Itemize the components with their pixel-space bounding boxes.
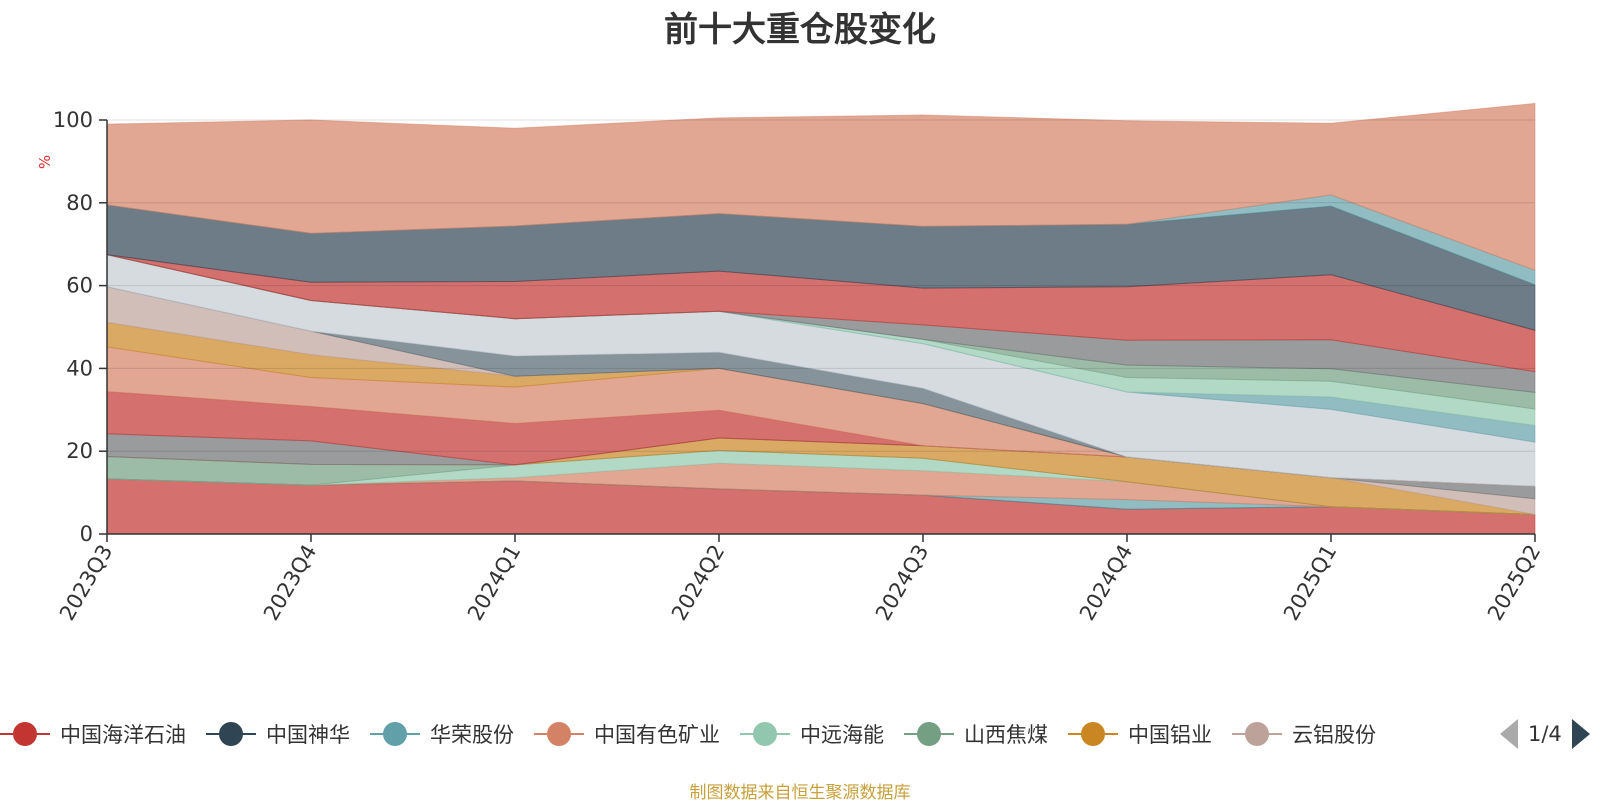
legend-label: 中国海洋石油: [60, 723, 186, 747]
legend-prev-icon[interactable]: [1500, 719, 1518, 749]
x-tick-label: 2023Q4: [259, 541, 321, 625]
y-tick-label: 60: [66, 274, 93, 298]
legend-item[interactable]: 中国神华: [206, 712, 350, 756]
source-note: 制图数据来自恒生聚源数据库: [689, 783, 911, 803]
grid-layer: [107, 119, 1535, 452]
legend-item[interactable]: 云铝股份: [1232, 712, 1376, 756]
legend-marker-icon: [904, 719, 954, 749]
legend: 中国海洋石油 中国神华 华荣股份 中国有色矿业 中远海能 山西焦煤 中国铝业 云铝股份: [0, 712, 1490, 756]
legend-label: 中远海能: [800, 723, 884, 747]
legend-item[interactable]: 中国铝业: [1068, 712, 1212, 756]
legend-label: 云铝股份: [1292, 723, 1376, 747]
legend-marker-icon: [740, 719, 790, 749]
y-axis-label: %: [36, 155, 54, 169]
area-layer: [106, 102, 1536, 535]
legend-label: 中国铝业: [1128, 723, 1212, 747]
y-tick-label: 20: [66, 439, 93, 463]
legend-pager: 1/4: [1500, 718, 1590, 750]
legend-page-indicator: 1/4: [1528, 722, 1562, 746]
chart-title: 前十大重仓股变化: [664, 10, 936, 50]
y-tick-label: 0: [80, 522, 93, 546]
y-tick-label: 80: [66, 191, 93, 215]
legend-marker-icon: [534, 719, 584, 749]
y-tick-label: 40: [66, 356, 93, 380]
x-tick-label: 2024Q2: [667, 541, 729, 625]
y-tick-label: 100: [53, 108, 93, 132]
legend-item[interactable]: 中国海洋石油: [0, 712, 186, 756]
legend-marker-icon: [0, 719, 50, 749]
legend-label: 华荣股份: [430, 723, 514, 747]
legend-label: 中国有色矿业: [594, 723, 720, 747]
legend-item[interactable]: 中远海能: [740, 712, 884, 756]
legend-next-icon[interactable]: [1571, 719, 1590, 749]
x-tick-label: 2023Q3: [55, 541, 117, 625]
legend-label: 山西焦煤: [964, 723, 1048, 747]
legend-marker-icon: [370, 719, 420, 749]
legend-item[interactable]: 山西焦煤: [904, 712, 1048, 756]
x-tick-label: 2025Q1: [1279, 541, 1341, 625]
x-tick-label: 2025Q2: [1483, 541, 1545, 625]
x-tick-label: 2024Q3: [871, 541, 933, 625]
legend-marker-icon: [1068, 719, 1118, 749]
legend-item[interactable]: 华荣股份: [370, 712, 514, 756]
x-tick-label: 2024Q4: [1075, 541, 1137, 625]
legend-item[interactable]: 中国有色矿业: [534, 712, 720, 756]
area-series-22[interactable]: [106, 102, 1536, 272]
legend-label: 中国神华: [266, 723, 350, 747]
legend-marker-icon: [1232, 719, 1282, 749]
x-tick-label: 2024Q1: [463, 541, 525, 625]
legend-marker-icon: [206, 719, 256, 749]
